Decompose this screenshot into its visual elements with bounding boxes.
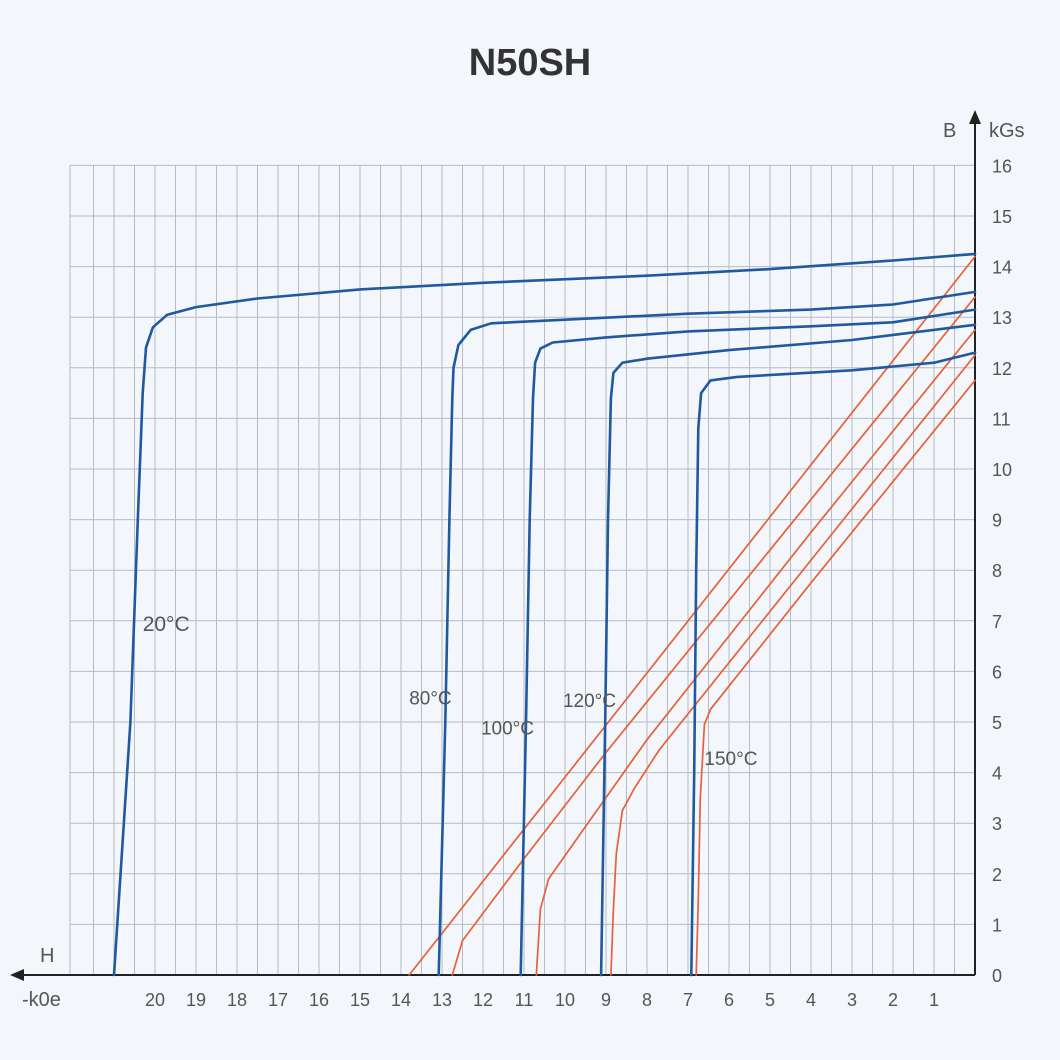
bh-curve bbox=[112, 252, 977, 977]
y-tick-label: 7 bbox=[992, 612, 1002, 632]
y-axis-unit: kGs bbox=[989, 120, 1025, 142]
y-tick-label: 8 bbox=[992, 561, 1002, 581]
y-axis-arrow-icon bbox=[969, 110, 981, 124]
y-tick-label: 0 bbox=[992, 966, 1002, 986]
y-axis-label: B bbox=[943, 120, 956, 142]
x-tick-label: 6 bbox=[724, 990, 734, 1010]
x-tick-label: 12 bbox=[473, 990, 493, 1010]
x-tick-label: 18 bbox=[227, 990, 247, 1010]
x-tick-label: 9 bbox=[601, 990, 611, 1010]
y-tick-label: 4 bbox=[992, 764, 1002, 784]
x-tick-label: 5 bbox=[765, 990, 775, 1010]
curve-temperature-label: 20°C bbox=[143, 613, 190, 636]
j-curve bbox=[535, 329, 976, 976]
curve-temperature-label: 100°C bbox=[481, 719, 534, 740]
x-tick-label: 4 bbox=[806, 990, 816, 1010]
x-axis-arrow-icon bbox=[10, 969, 24, 981]
y-tick-label: 9 bbox=[992, 511, 1002, 531]
x-tick-label: 14 bbox=[391, 990, 411, 1010]
bh-curve bbox=[519, 308, 977, 977]
y-tick-label: 5 bbox=[992, 713, 1002, 733]
bh-curve bbox=[599, 323, 977, 977]
x-tick-label: 20 bbox=[145, 990, 165, 1010]
x-axis-unit: -k0e bbox=[22, 989, 61, 1011]
x-tick-label: 15 bbox=[350, 990, 370, 1010]
j-curve bbox=[610, 354, 976, 976]
curve-temperature-label: 120°C bbox=[563, 691, 616, 712]
bh-curve bbox=[437, 290, 977, 977]
curve-temperature-label: 150°C bbox=[704, 749, 757, 770]
y-tick-label: 6 bbox=[992, 662, 1002, 682]
j-curve bbox=[451, 296, 976, 976]
series-layer bbox=[112, 252, 977, 977]
y-tick-label: 13 bbox=[992, 308, 1012, 328]
x-tick-label: 8 bbox=[642, 990, 652, 1010]
chart-title: N50SH bbox=[468, 42, 592, 84]
x-tick-label: 16 bbox=[309, 990, 329, 1010]
bh-curve bbox=[690, 351, 977, 977]
y-tick-label: 1 bbox=[992, 915, 1002, 935]
y-tick-label: 14 bbox=[992, 258, 1012, 278]
label-layer: 20°C 80°C 100°C 120°C 150°C bbox=[143, 613, 758, 770]
y-tick-label: 16 bbox=[992, 156, 1012, 176]
x-tick-label: 17 bbox=[268, 990, 288, 1010]
x-tick-label: 19 bbox=[186, 990, 206, 1010]
axis-layer: 20 19 18 17 16 15 14 13 12 11 10 9 8 7 6 5 4 3 2 1012345678… bbox=[10, 110, 1025, 1011]
x-tick-label: 1 bbox=[929, 990, 939, 1010]
j-curve bbox=[695, 379, 976, 976]
y-tick-label: 2 bbox=[992, 865, 1002, 885]
y-tick-label: 12 bbox=[992, 359, 1012, 379]
curve-temperature-label: 80°C bbox=[409, 688, 451, 709]
x-tick-label: 2 bbox=[888, 990, 898, 1010]
y-tick-label: 11 bbox=[992, 409, 1011, 429]
x-tick-label: 7 bbox=[683, 990, 693, 1010]
y-tick-label: 3 bbox=[992, 814, 1002, 834]
x-tick-label: 3 bbox=[847, 990, 857, 1010]
j-curve bbox=[408, 255, 976, 976]
x-tick-label: 13 bbox=[432, 990, 452, 1010]
x-tick-label: 11 bbox=[515, 990, 534, 1010]
x-axis-label: H bbox=[40, 945, 54, 967]
y-tick-label: 10 bbox=[992, 460, 1012, 480]
grid-layer bbox=[69, 164, 976, 975]
x-tick-label: 10 bbox=[555, 990, 575, 1010]
y-tick-label: 15 bbox=[992, 207, 1012, 227]
